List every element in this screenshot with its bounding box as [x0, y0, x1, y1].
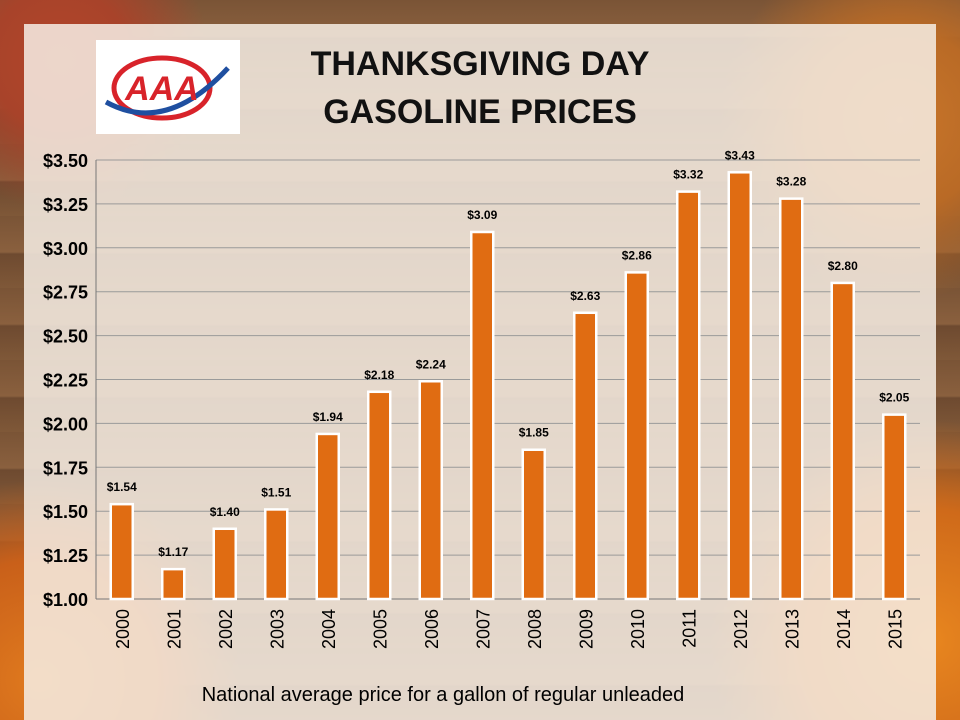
- x-tick-label: 2003: [267, 609, 287, 649]
- x-tick-label: 2014: [834, 609, 854, 649]
- y-tick-label: $1.75: [43, 458, 88, 478]
- title-line-1: THANKSGIVING DAY: [310, 45, 650, 83]
- bar: [212, 527, 237, 601]
- title-line-2: GASOLINE PRICES: [323, 93, 637, 131]
- bar: [624, 271, 649, 601]
- data-label: $3.09: [467, 208, 497, 222]
- x-tick-label: 2010: [628, 609, 648, 649]
- y-tick-label: $1.25: [43, 546, 88, 566]
- data-label: $1.17: [158, 545, 188, 559]
- x-tick-label: 2012: [731, 609, 751, 649]
- data-label: $3.43: [725, 148, 755, 162]
- data-label: $2.05: [879, 391, 909, 405]
- x-tick-label: 2000: [113, 609, 133, 649]
- page-title: THANKSGIVING DAY GASOLINE PRICES: [250, 40, 710, 136]
- bar: [830, 281, 855, 601]
- data-label: $1.85: [519, 426, 549, 440]
- x-tick-label: 2013: [782, 609, 802, 649]
- y-tick-label: $2.50: [43, 327, 88, 347]
- data-label: $1.94: [313, 410, 343, 424]
- bar: [779, 197, 804, 601]
- y-tick-label: $2.75: [43, 283, 88, 303]
- data-label: $1.54: [107, 480, 137, 494]
- footer-caption: National average price for a gallon of r…: [201, 684, 685, 706]
- data-label: $2.24: [416, 357, 446, 371]
- y-tick-label: $3.25: [43, 195, 88, 215]
- bar: [418, 380, 443, 601]
- bar: [161, 567, 186, 601]
- aaa-logo-text: AAA: [124, 70, 199, 108]
- y-tick-label: $2.25: [43, 371, 88, 391]
- x-tick-label: 2001: [164, 609, 184, 649]
- x-tick-label: 2005: [370, 609, 390, 649]
- x-tick-label: 2015: [885, 609, 905, 649]
- y-tick-label: $2.00: [43, 414, 88, 434]
- bar: [264, 508, 289, 601]
- data-label: $3.32: [673, 168, 703, 182]
- bar: [470, 230, 495, 601]
- y-tick-label: $3.00: [43, 239, 88, 259]
- data-label: $2.86: [622, 248, 652, 262]
- x-tick-label: 2008: [525, 609, 545, 649]
- data-label: $3.28: [776, 175, 806, 189]
- aaa-logo: AAA: [96, 40, 240, 134]
- bar: [676, 190, 701, 601]
- bar: [882, 413, 907, 601]
- data-label: $1.40: [210, 505, 240, 519]
- data-label: $2.63: [570, 289, 600, 303]
- bar: [367, 390, 392, 601]
- x-tick-label: 2004: [319, 609, 339, 649]
- x-tick-label: 2011: [679, 609, 699, 648]
- x-tick-label: 2002: [216, 609, 236, 649]
- y-tick-label: $1.00: [43, 590, 88, 610]
- data-label: $2.80: [828, 259, 858, 273]
- bar: [315, 432, 340, 601]
- x-tick-label: 2007: [473, 609, 493, 649]
- y-tick-label: $1.50: [43, 502, 88, 522]
- data-label: $2.18: [364, 368, 394, 382]
- bar: [573, 311, 598, 601]
- bar: [727, 171, 752, 601]
- x-tick-label: 2006: [422, 609, 442, 649]
- bar: [109, 502, 134, 601]
- x-tick-label: 2009: [576, 609, 596, 649]
- y-tick-label: $3.50: [43, 151, 88, 171]
- bar: [521, 448, 546, 601]
- data-label: $1.51: [261, 485, 291, 499]
